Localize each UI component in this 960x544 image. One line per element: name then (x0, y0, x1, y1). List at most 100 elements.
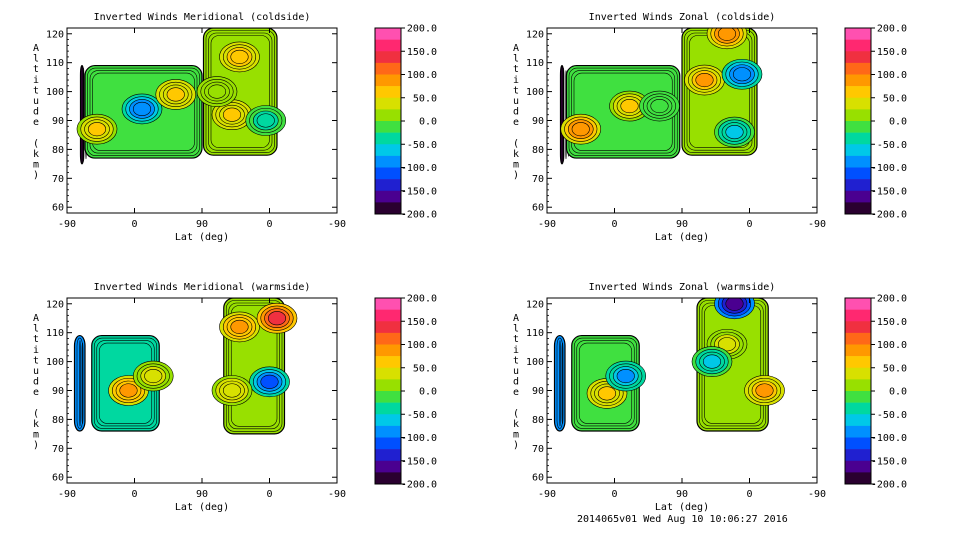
colorbar-segment (845, 309, 871, 322)
y-tick-label: 80 (52, 145, 64, 156)
x-tick-label: 90 (676, 489, 688, 500)
colorbar-segment (845, 39, 871, 52)
contour-feature (571, 122, 590, 137)
y-axis-label-char: ) (33, 170, 39, 181)
contour-line (79, 340, 81, 427)
colorbar-tick-label: -150.0 (401, 186, 437, 197)
contour-line (562, 67, 565, 162)
colorbar-tick-label: 200.0 (877, 294, 907, 305)
y-tick-label: 120 (46, 29, 64, 40)
colorbar-segment (845, 460, 871, 473)
colorbar-tick-label: -50.0 (407, 140, 437, 151)
colorbar-tick-label: -50.0 (877, 140, 907, 151)
y-axis-label-char: t (33, 64, 39, 75)
x-axis-label: Lat (deg) (175, 502, 229, 513)
y-axis-label-char: e (513, 117, 519, 128)
x-tick-label: -90 (808, 219, 826, 230)
colorbar-segment (375, 298, 401, 310)
colorbar-segment (375, 414, 401, 427)
colorbar-segment (845, 86, 871, 99)
y-axis-label-char: d (513, 107, 519, 118)
colorbar-segment (845, 402, 871, 415)
x-tick-label: 0 (131, 489, 137, 500)
contour-feature (230, 319, 249, 334)
y-axis-label-char: A (513, 313, 519, 324)
colorbar-segment (845, 190, 871, 203)
y-tick-label: 100 (526, 87, 544, 98)
x-tick-label: -90 (328, 219, 346, 230)
contour-feature (222, 107, 242, 122)
y-tick-label: 120 (526, 299, 544, 310)
colorbar-tick-label: 150.0 (877, 317, 907, 328)
y-axis-label-char: d (33, 377, 39, 388)
contour-feature (620, 98, 639, 114)
colorbar-tick-label: -200.0 (401, 210, 437, 221)
x-tick-label: -90 (58, 489, 76, 500)
colorbar-segment (845, 155, 871, 168)
y-axis-label-char: d (33, 107, 39, 118)
plot-area (553, 298, 785, 432)
colorbar-segment (845, 97, 871, 110)
y-axis-label-char: u (513, 96, 519, 107)
y-axis-label-char: i (513, 345, 519, 356)
colorbar-segment (375, 472, 401, 485)
y-axis-label-char: t (513, 334, 519, 345)
contour-line (559, 340, 561, 427)
colorbar-segment (375, 144, 401, 157)
x-tick-label: 0 (746, 219, 752, 230)
colorbar-segment (375, 132, 401, 145)
colorbar-tick-label: 0.0 (889, 117, 907, 128)
colorbar-segment (845, 414, 871, 427)
contour-feature (755, 383, 774, 398)
y-axis-label-char: ( (513, 408, 519, 419)
plot-area (559, 28, 763, 165)
y-tick-label: 60 (532, 203, 544, 214)
x-tick-label: 0 (611, 219, 617, 230)
colorbar-segment (845, 144, 871, 157)
y-axis-label-char: t (513, 355, 519, 366)
colorbar-segment (845, 391, 871, 403)
colorbar-segment (845, 121, 871, 133)
y-tick-label: 90 (52, 116, 64, 127)
x-tick-label: 90 (196, 489, 208, 500)
contour-feature (597, 386, 617, 401)
colorbar-tick-label: 200.0 (407, 294, 437, 305)
colorbar-tick-label: -150.0 (871, 186, 907, 197)
colorbar-segment (845, 62, 871, 75)
contour-feature (702, 354, 722, 369)
y-axis-label-char: A (33, 313, 39, 324)
contour-feature (222, 383, 242, 398)
y-axis-label-char: k (513, 419, 519, 430)
colorbar-tick-label: -150.0 (871, 456, 907, 467)
contour-feature (725, 125, 744, 140)
contour-line (92, 72, 195, 151)
contour-feature (260, 374, 279, 389)
contour-feature (166, 87, 185, 102)
contour-feature (717, 337, 737, 352)
contour-feature (650, 98, 669, 114)
colorbar-tick-label: -150.0 (401, 456, 437, 467)
contour-feature (207, 84, 227, 99)
y-axis-label-char: l (513, 324, 519, 335)
y-tick-label: 90 (52, 386, 64, 397)
colorbar-segment (845, 356, 871, 369)
y-axis-label-char: ) (513, 170, 519, 181)
contour-feature (695, 72, 714, 88)
contour-feature (256, 113, 275, 128)
x-tick-label: 90 (676, 219, 688, 230)
colorbar-tick-label: 100.0 (407, 70, 437, 81)
y-tick-label: 60 (52, 473, 64, 484)
colorbar-segment (845, 167, 871, 180)
y-axis-label-char: i (33, 75, 39, 86)
contour-feature (87, 122, 107, 137)
contour-line (225, 300, 283, 432)
colorbar-segment (375, 356, 401, 369)
colorbar-segment (375, 367, 401, 380)
colorbar-tick-label: 150.0 (877, 47, 907, 58)
colorbar-segment (375, 321, 401, 334)
colorbar-segment (845, 74, 871, 87)
colorbar-segment (375, 28, 401, 40)
colorbar-tick-label: 100.0 (877, 70, 907, 81)
contour-feature (132, 101, 152, 116)
contour-feature (616, 368, 635, 384)
